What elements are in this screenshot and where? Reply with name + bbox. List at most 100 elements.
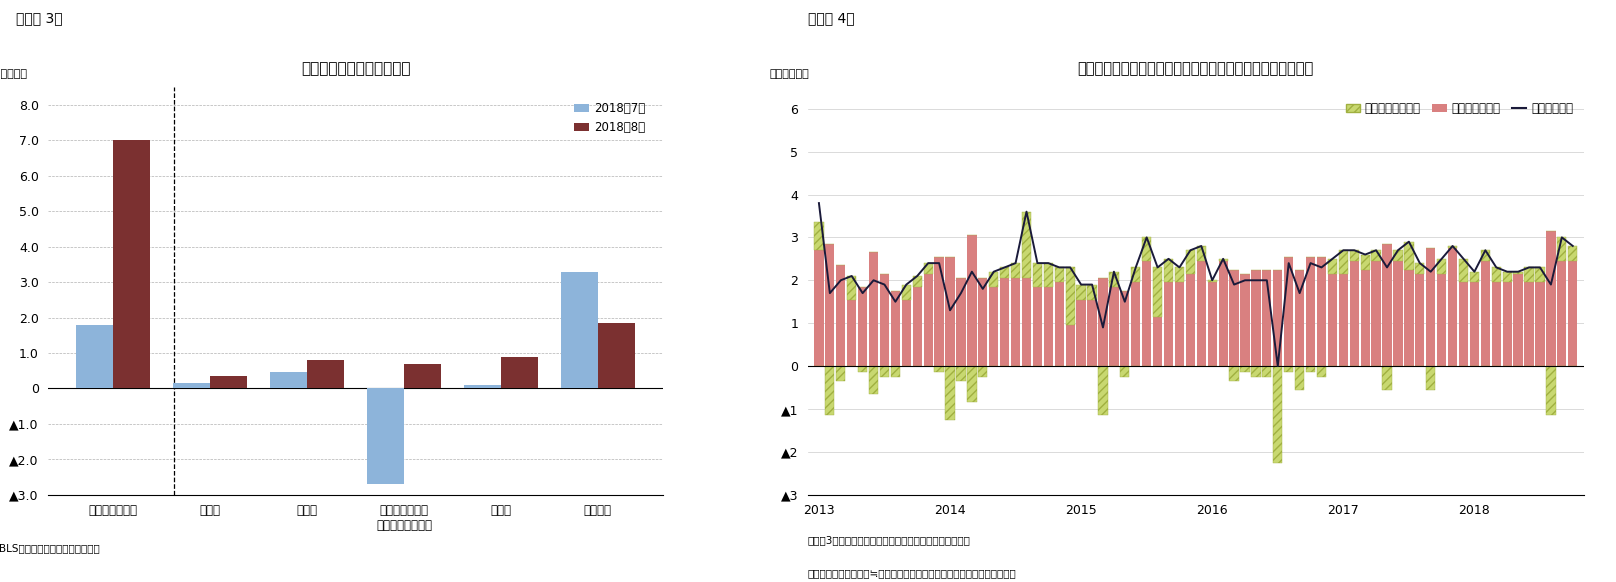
Bar	[1044, 263, 1054, 287]
Bar	[210, 376, 247, 388]
Bar	[1143, 261, 1151, 366]
Bar	[1021, 212, 1031, 278]
Bar	[1241, 366, 1249, 372]
Bar	[1459, 282, 1469, 366]
Bar	[1338, 274, 1348, 366]
Bar	[1055, 282, 1063, 366]
Bar	[923, 274, 932, 366]
Bar	[1547, 231, 1556, 366]
Bar	[1416, 263, 1424, 274]
Bar	[945, 366, 955, 420]
Bar	[1251, 269, 1260, 366]
Bar	[1492, 267, 1501, 282]
Bar	[858, 366, 868, 372]
Bar	[1338, 250, 1348, 274]
Bar	[858, 287, 868, 366]
Bar	[1218, 261, 1228, 366]
Bar	[1514, 274, 1522, 366]
Bar	[913, 287, 921, 366]
Bar	[1262, 269, 1272, 366]
Bar	[1425, 366, 1435, 389]
Bar	[1251, 366, 1260, 377]
Bar	[1000, 278, 1010, 366]
Bar	[1372, 250, 1380, 261]
Bar	[1382, 244, 1391, 366]
Bar	[879, 274, 889, 366]
Bar	[1285, 257, 1293, 366]
Bar	[1076, 300, 1086, 366]
Bar	[1437, 259, 1446, 274]
Bar	[1131, 267, 1141, 282]
Bar	[1197, 261, 1206, 366]
Bar	[1175, 267, 1185, 282]
Bar	[1143, 237, 1151, 261]
Bar	[1568, 261, 1577, 366]
Bar	[113, 140, 150, 388]
Bar	[847, 276, 856, 300]
Bar	[1099, 366, 1107, 416]
Bar	[1197, 246, 1206, 261]
Bar	[1416, 274, 1424, 366]
Bar	[1328, 274, 1336, 366]
Bar	[1088, 285, 1097, 300]
Bar	[989, 287, 999, 366]
Bar	[1207, 281, 1217, 282]
Bar	[1230, 269, 1239, 366]
Bar	[1000, 267, 1010, 278]
Bar	[1404, 242, 1414, 269]
Bar	[1503, 282, 1513, 366]
Bar	[1131, 282, 1141, 366]
Bar	[934, 257, 944, 366]
Bar	[1524, 282, 1534, 366]
Bar	[1471, 282, 1479, 366]
Bar	[464, 385, 501, 388]
Bar	[1044, 287, 1054, 366]
Bar	[1317, 257, 1327, 366]
Bar	[1152, 267, 1162, 317]
Text: （資料）BLSよりニッセイ基礎研究所作成: （資料）BLSよりニッセイ基礎研究所作成	[0, 544, 100, 553]
Bar	[1480, 250, 1490, 261]
Bar	[1361, 269, 1370, 366]
Bar	[1120, 366, 1130, 377]
Bar	[1012, 263, 1020, 278]
Bar	[968, 235, 976, 366]
Text: （年率、％）: （年率、％）	[769, 69, 810, 79]
Bar	[1294, 366, 1304, 389]
Bar	[561, 272, 598, 388]
Bar	[1328, 259, 1336, 274]
Bar	[1207, 282, 1217, 366]
Bar	[1448, 248, 1458, 366]
Bar	[1372, 261, 1380, 366]
Bar	[1109, 287, 1118, 366]
Bar	[1361, 254, 1370, 269]
Bar	[1230, 366, 1239, 381]
Bar	[968, 366, 976, 403]
Legend: 週当たり労働時間, 時間当たり賃金, 週当たり賃金: 週当たり労働時間, 時間当たり賃金, 週当たり賃金	[1341, 97, 1577, 120]
Legend: 2018年7月, 2018年8月: 2018年7月, 2018年8月	[570, 97, 651, 139]
Bar	[1535, 267, 1545, 282]
Bar	[814, 222, 824, 250]
Bar	[1285, 366, 1293, 372]
Bar	[1065, 267, 1075, 325]
Bar	[367, 388, 404, 484]
Bar	[307, 360, 344, 388]
Bar	[1492, 282, 1501, 366]
Bar	[1175, 282, 1185, 366]
Bar	[1033, 263, 1042, 287]
Bar	[1109, 272, 1118, 287]
Text: 週当たり賃金伸び率≒週当たり労働時間伸び率＋時間当たり賃金伸び率: 週当たり賃金伸び率≒週当たり労働時間伸び率＋時間当たり賃金伸び率	[808, 568, 1016, 578]
Text: （図表 4）: （図表 4）	[808, 12, 855, 26]
Bar	[923, 263, 932, 274]
Bar	[270, 372, 307, 388]
Bar	[1186, 250, 1194, 274]
Bar	[1088, 300, 1097, 366]
Bar	[1012, 278, 1020, 366]
Bar	[1294, 269, 1304, 366]
Bar	[902, 285, 911, 300]
Bar	[835, 366, 845, 381]
Bar	[1099, 278, 1107, 366]
Bar	[978, 366, 987, 377]
Text: （注）3カ月後方移動平均後の前月比伸び率（年率換算）: （注）3カ月後方移動平均後の前月比伸び率（年率換算）	[808, 535, 971, 545]
Bar	[1317, 366, 1327, 377]
Bar	[890, 291, 900, 366]
